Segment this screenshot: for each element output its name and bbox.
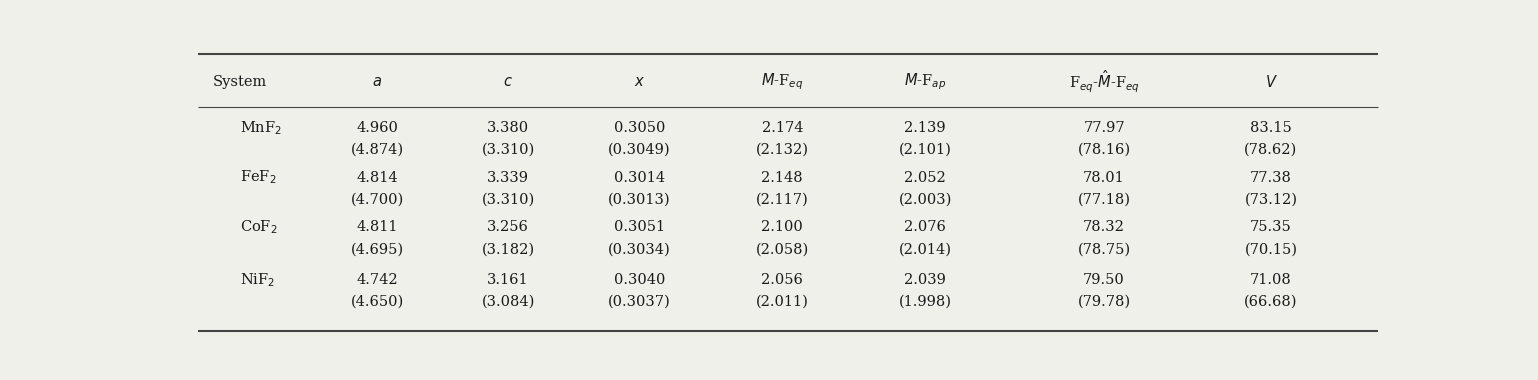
Text: (2.058): (2.058) — [755, 242, 809, 256]
Text: 2.076: 2.076 — [904, 220, 946, 234]
Text: 77.38: 77.38 — [1250, 171, 1292, 185]
Text: 2.174: 2.174 — [761, 121, 803, 135]
Text: 78.32: 78.32 — [1083, 220, 1124, 234]
Text: 3.339: 3.339 — [488, 171, 529, 185]
Text: $M$-F$_{ap}$: $M$-F$_{ap}$ — [904, 72, 946, 92]
Text: (2.101): (2.101) — [898, 143, 952, 157]
Text: $a$: $a$ — [372, 75, 381, 89]
Text: $M$-F$_{eq}$: $M$-F$_{eq}$ — [761, 72, 803, 92]
Text: $c$: $c$ — [503, 75, 514, 89]
Text: (66.68): (66.68) — [1244, 295, 1298, 309]
Text: 2.056: 2.056 — [761, 273, 803, 287]
Text: (0.3034): (0.3034) — [608, 242, 671, 256]
Text: CoF$_2$: CoF$_2$ — [240, 218, 278, 236]
Text: 71.08: 71.08 — [1250, 273, 1292, 287]
Text: 2.100: 2.100 — [761, 220, 803, 234]
Text: (0.3049): (0.3049) — [608, 143, 671, 157]
Text: 3.161: 3.161 — [488, 273, 529, 287]
Text: F$_{eq}$-$\hat{M}$-F$_{eq}$: F$_{eq}$-$\hat{M}$-F$_{eq}$ — [1069, 69, 1140, 95]
Text: 83.15: 83.15 — [1250, 121, 1292, 135]
Text: (2.011): (2.011) — [755, 295, 809, 309]
Text: 2.148: 2.148 — [761, 171, 803, 185]
Text: (4.650): (4.650) — [351, 295, 403, 309]
Text: 2.052: 2.052 — [904, 171, 946, 185]
Text: 3.256: 3.256 — [488, 220, 529, 234]
Text: (4.874): (4.874) — [351, 143, 403, 157]
Text: $x$: $x$ — [634, 75, 644, 89]
Text: (0.3037): (0.3037) — [608, 295, 671, 309]
Text: 75.35: 75.35 — [1250, 220, 1292, 234]
Text: (4.700): (4.700) — [351, 193, 403, 207]
Text: System: System — [212, 75, 268, 89]
Text: (78.75): (78.75) — [1078, 242, 1130, 256]
Text: (78.16): (78.16) — [1078, 143, 1130, 157]
Text: (3.182): (3.182) — [481, 242, 535, 256]
Text: (79.78): (79.78) — [1078, 295, 1130, 309]
Text: (78.62): (78.62) — [1244, 143, 1298, 157]
Text: 2.139: 2.139 — [904, 121, 946, 135]
Text: (73.12): (73.12) — [1244, 193, 1298, 207]
Text: FeF$_2$: FeF$_2$ — [240, 169, 277, 187]
Text: 4.742: 4.742 — [357, 273, 398, 287]
Text: 0.3050: 0.3050 — [614, 121, 664, 135]
Text: MnF$_2$: MnF$_2$ — [240, 119, 281, 137]
Text: (3.310): (3.310) — [481, 143, 535, 157]
Text: (4.695): (4.695) — [351, 242, 403, 256]
Text: 79.50: 79.50 — [1083, 273, 1124, 287]
Text: 77.97: 77.97 — [1083, 121, 1124, 135]
Text: (2.117): (2.117) — [755, 193, 809, 207]
Text: (70.15): (70.15) — [1244, 242, 1298, 256]
Text: (3.310): (3.310) — [481, 193, 535, 207]
Text: (77.18): (77.18) — [1078, 193, 1130, 207]
Text: (3.084): (3.084) — [481, 295, 535, 309]
Text: 0.3040: 0.3040 — [614, 273, 664, 287]
Text: 4.960: 4.960 — [357, 121, 398, 135]
Text: 0.3014: 0.3014 — [614, 171, 664, 185]
Text: 4.814: 4.814 — [357, 171, 398, 185]
Text: $V$: $V$ — [1264, 74, 1278, 90]
Text: 0.3051: 0.3051 — [614, 220, 664, 234]
Text: 2.039: 2.039 — [904, 273, 946, 287]
Text: NiF$_2$: NiF$_2$ — [240, 271, 275, 289]
Text: (2.003): (2.003) — [898, 193, 952, 207]
Text: 78.01: 78.01 — [1083, 171, 1124, 185]
Text: (0.3013): (0.3013) — [608, 193, 671, 207]
Text: 3.380: 3.380 — [488, 121, 529, 135]
Text: 4.811: 4.811 — [357, 220, 398, 234]
Text: (2.132): (2.132) — [755, 143, 809, 157]
Text: (2.014): (2.014) — [898, 242, 952, 256]
Text: (1.998): (1.998) — [898, 295, 952, 309]
